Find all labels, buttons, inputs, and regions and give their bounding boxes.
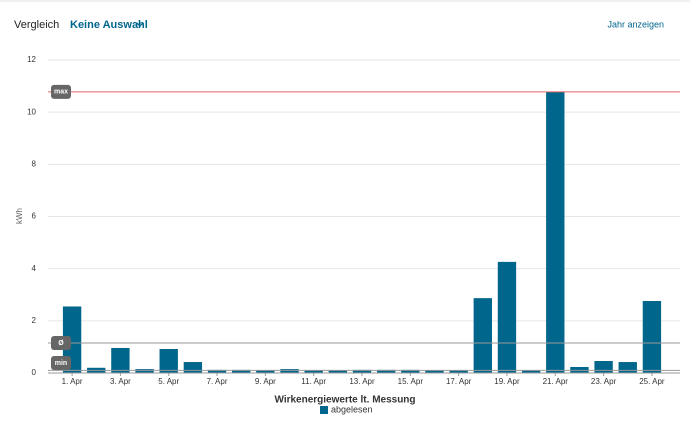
y-tick-label: 2 (32, 316, 37, 325)
y-tick-label: 6 (32, 212, 37, 221)
bar (497, 261, 517, 373)
x-tick-label: 3. Apr (110, 377, 131, 386)
bar (376, 369, 396, 373)
bar (135, 369, 154, 373)
y-tick-label: 12 (27, 55, 36, 64)
reference-badge (51, 356, 71, 370)
bar (594, 361, 613, 373)
x-tick-label: 13. Apr (349, 377, 375, 386)
y-tick-label: 8 (32, 159, 37, 168)
y-tick-label: 0 (32, 368, 37, 377)
bar (425, 370, 444, 373)
legend-swatch (320, 406, 328, 414)
bar (159, 349, 178, 373)
x-tick-label: 9. Apr (255, 377, 276, 386)
bar (642, 301, 662, 373)
x-tick-label: 25. Apr (639, 377, 665, 386)
reference-label: min (55, 360, 67, 367)
bar (473, 298, 492, 373)
bar (449, 370, 468, 373)
x-tick-label: 23. Apr (591, 377, 617, 386)
y-axis-label: kWh (15, 208, 24, 224)
bar (256, 370, 275, 373)
bar (328, 370, 348, 373)
bar (618, 362, 637, 373)
bar (232, 369, 251, 373)
reference-label: Ø (58, 340, 64, 347)
bar (352, 369, 372, 373)
bar (304, 370, 323, 373)
selection-dropdown[interactable]: Keine Auswahl (70, 19, 148, 31)
x-tick-label: 11. Apr (301, 377, 326, 386)
bar (280, 369, 299, 373)
reference-label: max (54, 89, 68, 96)
chart-title: Wirkenergiewerte lt. Messung (274, 395, 415, 406)
x-tick-label: 15. Apr (398, 377, 424, 386)
bar (183, 362, 203, 373)
y-tick-label: 4 (32, 264, 37, 273)
bar (111, 347, 130, 373)
bar (546, 91, 565, 374)
reference-badge (51, 336, 71, 351)
bar (521, 370, 541, 373)
compare-label: Vergleich (14, 19, 59, 31)
y-tick-label: 10 (27, 107, 36, 116)
x-tick-label: 19. Apr (494, 377, 520, 386)
x-tick-label: 21. Apr (543, 377, 569, 386)
bar (207, 369, 227, 373)
year-link[interactable]: Jahr anzeigen (607, 19, 664, 29)
x-tick-label: 17. Apr (446, 377, 472, 386)
dropdown-chevron[interactable] (136, 22, 144, 27)
x-tick-label: 1. Apr (62, 377, 83, 386)
legend-label: abgelesen (331, 404, 373, 414)
x-tick-label: 7. Apr (207, 377, 228, 386)
reference-badge (51, 84, 71, 99)
x-tick-label: 5. Apr (158, 377, 179, 386)
bar (401, 369, 420, 373)
